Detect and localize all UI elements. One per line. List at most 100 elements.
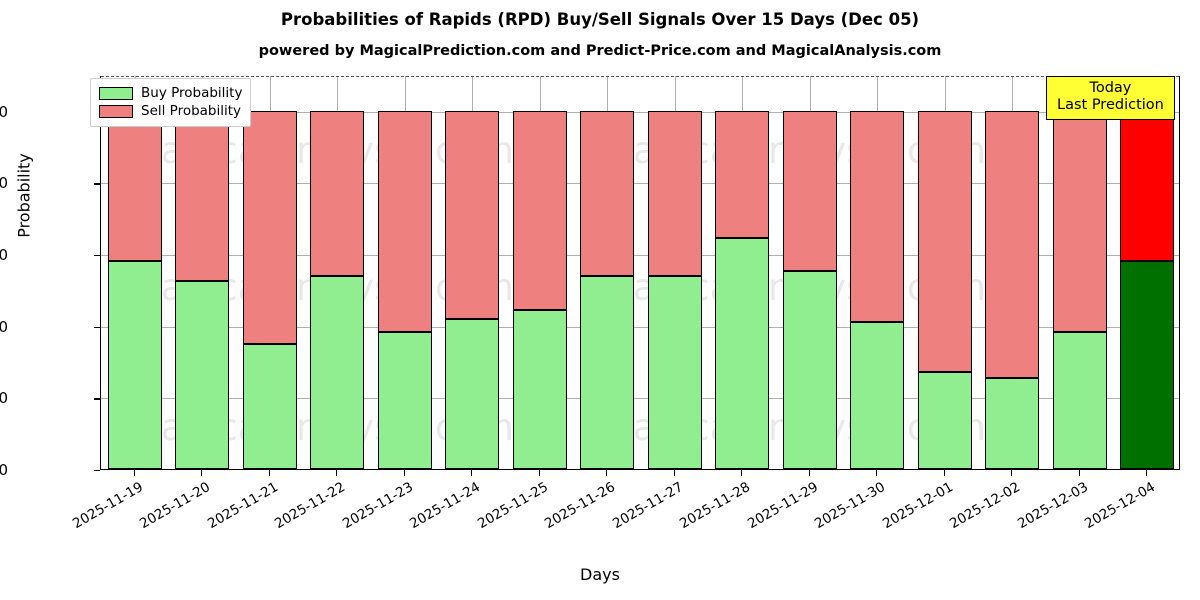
y-tick-mark [94, 183, 100, 185]
x-tick-label: 2025-11-27 [609, 479, 686, 533]
legend-item-buy: Buy Probability [99, 84, 242, 102]
bar-segment-sell [1120, 110, 1175, 262]
x-tick-label: 2025-12-01 [879, 479, 956, 533]
bar-2025-11-20 [175, 76, 230, 469]
bar-segment-buy [917, 372, 972, 469]
chart-subtitle: powered by MagicalPrediction.com and Pre… [258, 43, 942, 59]
legend-item-sell: Sell Probability [99, 102, 242, 120]
bar-2025-11-24 [445, 76, 500, 469]
bar-2025-11-26 [580, 76, 635, 469]
bar-segment-buy [512, 309, 567, 469]
bar-2025-11-21 [242, 76, 297, 469]
y-tick-mark [94, 398, 100, 400]
y-tick-mark [94, 470, 100, 472]
gridline [101, 111, 1179, 113]
x-tick-mark [809, 470, 811, 476]
bar-segment-buy [107, 261, 162, 469]
x-tick-mark [201, 470, 203, 476]
bar-segment-sell [647, 110, 702, 277]
bar-segment-sell [782, 110, 837, 271]
y-tick-mark [94, 326, 100, 328]
bar-segment-sell [242, 110, 297, 344]
bar-segment-sell [377, 110, 432, 333]
bar-segment-buy [377, 332, 432, 469]
bar-segment-buy [242, 343, 297, 469]
y-tick-label: 100 [0, 102, 8, 121]
x-tick-label: 2025-11-19 [69, 479, 146, 533]
bar-segment-buy [715, 237, 770, 469]
x-tick-mark [741, 470, 743, 476]
x-tick-mark [1011, 470, 1013, 476]
bar-segment-buy [1120, 261, 1175, 469]
bar-segment-sell [850, 110, 905, 323]
bar-segment-buy [985, 377, 1040, 469]
x-tick-mark [134, 470, 136, 476]
bar-2025-11-23 [377, 76, 432, 469]
x-tick-label: 2025-11-29 [744, 479, 821, 533]
bar-segment-sell [445, 110, 500, 319]
y-tick-label: 40 [0, 317, 8, 336]
bar-2025-11-25 [512, 76, 567, 469]
bar-segment-buy [782, 270, 837, 469]
x-tick-label: 2025-11-26 [542, 479, 619, 533]
bar-segment-sell [985, 110, 1040, 378]
x-tick-mark [674, 470, 676, 476]
chart-title: Probabilities of Rapids (RPD) Buy/Sell S… [280, 10, 920, 29]
bar-segment-buy [1052, 331, 1107, 469]
x-tick-mark [944, 470, 946, 476]
x-tick-mark [606, 470, 608, 476]
x-tick-mark [1146, 470, 1148, 476]
bar-segment-sell [175, 110, 230, 281]
y-tick-mark [94, 255, 100, 257]
plot-inner: MagicalAnalysis.com MagicalAnalysis.com … [101, 76, 1179, 469]
x-tick-label: 2025-11-24 [407, 479, 484, 533]
y-tick-label: 60 [0, 246, 8, 265]
bar-segment-sell [512, 110, 567, 310]
plot-area: MagicalAnalysis.com MagicalAnalysis.com … [100, 76, 1180, 470]
bar-2025-11-27 [647, 76, 702, 469]
bar-2025-12-03 [1052, 76, 1107, 469]
today-annotation: Today Last Prediction [1046, 76, 1175, 121]
chart-legend: Buy Probability Sell Probability [90, 78, 252, 127]
x-tick-label: 2025-11-21 [204, 479, 281, 533]
reference-line [101, 76, 1179, 77]
bar-2025-11-30 [850, 76, 905, 469]
bar-segment-sell [580, 110, 635, 276]
gridline [101, 398, 1179, 400]
bar-segment-buy [175, 280, 230, 469]
y-axis-label: Probability [14, 153, 34, 238]
bar-2025-12-04 [1120, 76, 1175, 469]
legend-label-sell: Sell Probability [141, 103, 242, 119]
bar-2025-12-01 [917, 76, 972, 469]
x-tick-mark [336, 470, 338, 476]
bar-2025-11-29 [782, 76, 837, 469]
x-tick-label: 2025-11-22 [272, 479, 349, 533]
gridline [101, 183, 1179, 185]
x-tick-mark [404, 470, 406, 476]
bar-segment-sell [715, 110, 770, 238]
x-tick-mark [471, 470, 473, 476]
x-tick-label: 2025-12-04 [1082, 479, 1159, 533]
x-tick-label: 2025-12-03 [1014, 479, 1091, 533]
today-annotation-line2: Last Prediction [1057, 97, 1164, 114]
x-tick-label: 2025-11-28 [677, 479, 754, 533]
y-tick-label: 20 [0, 389, 8, 408]
bar-segment-buy [310, 275, 365, 469]
bar-segment-buy [445, 318, 500, 469]
gridline [101, 326, 1179, 328]
bar-segment-buy [580, 275, 635, 469]
bar-segment-sell [107, 110, 162, 262]
bar-2025-11-28 [715, 76, 770, 469]
bar-segment-sell [310, 110, 365, 276]
x-axis: 2025-11-19 2025-11-20 2025-11-21 2025-11-22… [70, 470, 1180, 590]
bar-2025-11-19 [107, 76, 162, 469]
legend-swatch-sell [99, 104, 133, 118]
y-tick-label: 0 [0, 461, 8, 479]
legend-label-buy: Buy Probability [141, 85, 243, 101]
x-tick-label: 2025-11-30 [812, 479, 889, 533]
bar-segment-sell [1052, 110, 1107, 332]
today-annotation-line1: Today [1089, 80, 1132, 96]
bar-segment-sell [917, 110, 972, 373]
bar-segment-buy [850, 322, 905, 469]
